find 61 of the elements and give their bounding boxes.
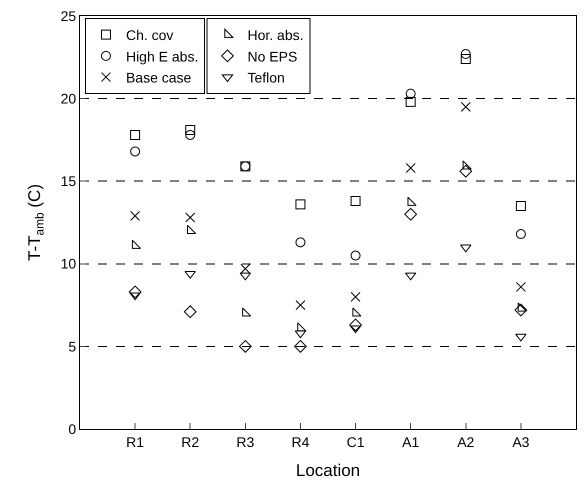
point (130, 130, 140, 140)
point (350, 196, 361, 206)
point (240, 264, 250, 274)
y-tick-label: 20 (60, 90, 76, 106)
y-tick-label: 15 (60, 173, 76, 190)
point (406, 96, 416, 107)
point (130, 210, 140, 221)
point (460, 54, 471, 64)
point (184, 305, 197, 318)
x-tick-label: A2 (457, 434, 475, 450)
y-tick-label: 10 (60, 256, 76, 272)
point (514, 304, 528, 316)
point (295, 300, 306, 310)
point (132, 240, 142, 249)
point (129, 292, 141, 300)
point (462, 160, 472, 170)
y-tick-label: 0 (68, 420, 76, 437)
x-tick-label: R4 (291, 434, 310, 450)
point (516, 282, 526, 292)
point (238, 340, 252, 353)
x-tick-label: C1 (346, 434, 365, 450)
point (352, 307, 362, 317)
point (516, 200, 526, 211)
point (295, 199, 306, 210)
legend-label: Hor. abs. (247, 27, 304, 44)
legend-label: High E abs. (126, 48, 198, 64)
legend-label: No EPS (247, 48, 298, 64)
point (295, 237, 306, 248)
point (350, 292, 361, 302)
point (406, 88, 416, 99)
x-tick-label: A3 (512, 434, 530, 450)
point (516, 229, 526, 240)
y-tick-label: 25 (60, 8, 76, 24)
point (407, 196, 417, 206)
point (350, 325, 362, 334)
point (350, 250, 361, 261)
x-tick-label: R1 (126, 434, 144, 450)
x-axis-title: Location (296, 461, 360, 480)
point (459, 164, 472, 178)
point (184, 270, 196, 279)
legend-label: Ch. cov (126, 27, 174, 44)
point (294, 330, 306, 338)
point (349, 318, 362, 332)
point (404, 208, 418, 221)
point (406, 162, 416, 173)
point (185, 130, 196, 140)
legend-label: Base case (126, 70, 192, 86)
point (460, 49, 471, 59)
x-tick-label: R3 (236, 434, 254, 450)
point (185, 212, 196, 223)
point (128, 286, 142, 298)
legend-label: Teflon (247, 70, 285, 86)
point (294, 340, 307, 353)
y-tick-label: 5 (68, 338, 76, 354)
point (185, 124, 196, 135)
point (460, 102, 471, 112)
point (187, 224, 196, 234)
point (242, 307, 252, 317)
point (130, 146, 140, 156)
x-tick-label: A1 (402, 434, 420, 450)
x-tick-label: R2 (181, 434, 200, 450)
